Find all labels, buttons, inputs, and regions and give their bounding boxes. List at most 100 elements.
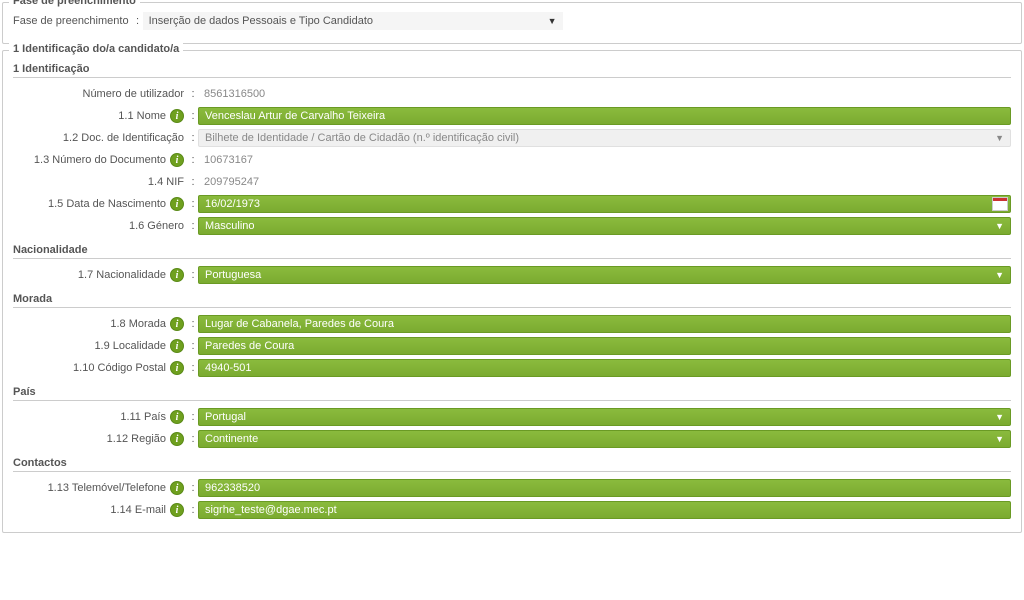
info-icon[interactable]: i [170, 503, 184, 517]
row-doc-ident: 1.2 Doc. de Identificação : Bilhete de I… [13, 128, 1011, 148]
label-doc-ident: 1.2 Doc. de Identificação [13, 132, 188, 144]
identificacao-fieldset: 1 Identificação do/a candidato/a 1 Ident… [2, 50, 1022, 533]
info-icon[interactable]: i [170, 410, 184, 424]
info-icon[interactable]: i [170, 317, 184, 331]
select-genero[interactable]: Masculino [198, 217, 1011, 235]
header-nacionalidade: Nacionalidade [13, 244, 1011, 259]
row-genero: 1.6 Género : Masculino [13, 216, 1011, 236]
input-morada[interactable]: Lugar de Cabanela, Paredes de Coura [198, 315, 1011, 333]
value-telemovel-wrap: 962338520 [198, 479, 1011, 497]
label-email-text: 1.14 E-mail [110, 504, 166, 516]
select-nacionalidade[interactable]: Portuguesa [198, 266, 1011, 284]
row-regiao: 1.12 Região i : Continente [13, 429, 1011, 449]
value-pais-wrap: Portugal [198, 408, 1011, 426]
row-data-nasc: 1.5 Data de Nascimento i : 16/02/1973 [13, 194, 1011, 214]
input-morada-value: Lugar de Cabanela, Paredes de Coura [205, 318, 394, 330]
input-localidade-value: Paredes de Coura [205, 340, 294, 352]
value-nif: 209795247 [198, 174, 1011, 190]
info-icon[interactable]: i [170, 339, 184, 353]
colon: : [188, 154, 198, 166]
input-data-nasc[interactable]: 16/02/1973 [198, 195, 1011, 213]
label-data-nasc: 1.5 Data de Nascimento i [13, 197, 188, 211]
label-pais: 1.11 País i [13, 410, 188, 424]
fase-label-text: Fase de preenchimento [13, 15, 129, 27]
label-user-num-text: Número de utilizador [83, 88, 185, 100]
label-cod-postal-text: 1.10 Código Postal [73, 362, 166, 374]
colon: : [188, 198, 198, 210]
header-morada: Morada [13, 293, 1011, 308]
label-cod-postal: 1.10 Código Postal i [13, 361, 188, 375]
label-num-doc-text: 1.3 Número do Documento [34, 154, 166, 166]
identificacao-legend: 1 Identificação do/a candidato/a [9, 43, 183, 55]
row-morada: 1.8 Morada i : Lugar de Cabanela, Parede… [13, 314, 1011, 334]
label-user-num: Número de utilizador [13, 88, 188, 100]
value-regiao-wrap: Continente [198, 430, 1011, 448]
calendar-icon[interactable] [992, 197, 1008, 211]
info-icon[interactable]: i [170, 268, 184, 282]
colon: : [188, 110, 198, 122]
select-pais[interactable]: Portugal [198, 408, 1011, 426]
info-icon[interactable]: i [170, 361, 184, 375]
value-nacionalidade-wrap: Portuguesa [198, 266, 1011, 284]
select-doc-ident-value: Bilhete de Identidade / Cartão de Cidadã… [205, 132, 519, 144]
value-email-wrap: sigrhe_teste@dgae.mec.pt [198, 501, 1011, 519]
label-email: 1.14 E-mail i [13, 503, 188, 517]
value-nome-wrap: Venceslau Artur de Carvalho Teixeira [198, 107, 1011, 125]
colon: : [188, 318, 198, 330]
label-morada: 1.8 Morada i [13, 317, 188, 331]
input-email[interactable]: sigrhe_teste@dgae.mec.pt [198, 501, 1011, 519]
info-icon[interactable]: i [170, 153, 184, 167]
input-cod-postal[interactable]: 4940-501 [198, 359, 1011, 377]
identificacao-header: 1 Identificação [13, 63, 1011, 78]
fase-label: Fase de preenchimento [13, 15, 133, 27]
value-morada-wrap: Lugar de Cabanela, Paredes de Coura [198, 315, 1011, 333]
row-nif: 1.4 NIF : 209795247 [13, 172, 1011, 192]
input-nome[interactable]: Venceslau Artur de Carvalho Teixeira [198, 107, 1011, 125]
colon: : [188, 504, 198, 516]
label-data-nasc-text: 1.5 Data de Nascimento [48, 198, 166, 210]
label-num-doc: 1.3 Número do Documento i [13, 153, 188, 167]
colon: : [133, 15, 143, 27]
colon: : [188, 176, 198, 188]
info-icon[interactable]: i [170, 109, 184, 123]
fase-legend: Fase de preenchimento [9, 0, 140, 7]
colon: : [188, 88, 198, 100]
info-icon[interactable]: i [170, 197, 184, 211]
input-localidade[interactable]: Paredes de Coura [198, 337, 1011, 355]
input-telemovel[interactable]: 962338520 [198, 479, 1011, 497]
label-genero: 1.6 Género [13, 220, 188, 232]
header-contactos: Contactos [13, 457, 1011, 472]
colon: : [188, 132, 198, 144]
input-cod-postal-value: 4940-501 [205, 362, 252, 374]
row-localidade: 1.9 Localidade i : Paredes de Coura [13, 336, 1011, 356]
fase-fieldset: Fase de preenchimento Fase de preenchime… [2, 2, 1022, 44]
row-user-num: Número de utilizador : 8561316500 [13, 84, 1011, 104]
select-doc-ident[interactable]: Bilhete de Identidade / Cartão de Cidadã… [198, 129, 1011, 147]
value-data-nasc-wrap: 16/02/1973 [198, 195, 1011, 213]
colon: : [188, 269, 198, 281]
row-pais: 1.11 País i : Portugal [13, 407, 1011, 427]
info-icon[interactable]: i [170, 432, 184, 446]
fase-select[interactable]: Inserção de dados Pessoais e Tipo Candid… [143, 12, 563, 30]
fase-select-value: Inserção de dados Pessoais e Tipo Candid… [149, 15, 373, 27]
input-telemovel-value: 962338520 [205, 482, 260, 494]
row-cod-postal: 1.10 Código Postal i : 4940-501 [13, 358, 1011, 378]
row-email: 1.14 E-mail i : sigrhe_teste@dgae.mec.pt [13, 500, 1011, 520]
select-pais-value: Portugal [205, 411, 246, 423]
value-num-doc: 10673167 [198, 152, 1011, 168]
row-num-doc: 1.3 Número do Documento i : 10673167 [13, 150, 1011, 170]
colon: : [188, 411, 198, 423]
value-genero-wrap: Masculino [198, 217, 1011, 235]
label-genero-text: 1.6 Género [129, 220, 184, 232]
label-localidade: 1.9 Localidade i [13, 339, 188, 353]
select-regiao-value: Continente [205, 433, 258, 445]
select-genero-value: Masculino [205, 220, 255, 232]
label-nome-text: 1.1 Nome [118, 110, 166, 122]
select-regiao[interactable]: Continente [198, 430, 1011, 448]
input-nome-value: Venceslau Artur de Carvalho Teixeira [205, 110, 385, 122]
colon: : [188, 482, 198, 494]
label-nome: 1.1 Nome i [13, 109, 188, 123]
value-cod-postal-wrap: 4940-501 [198, 359, 1011, 377]
label-nacionalidade: 1.7 Nacionalidade i [13, 268, 188, 282]
info-icon[interactable]: i [170, 481, 184, 495]
